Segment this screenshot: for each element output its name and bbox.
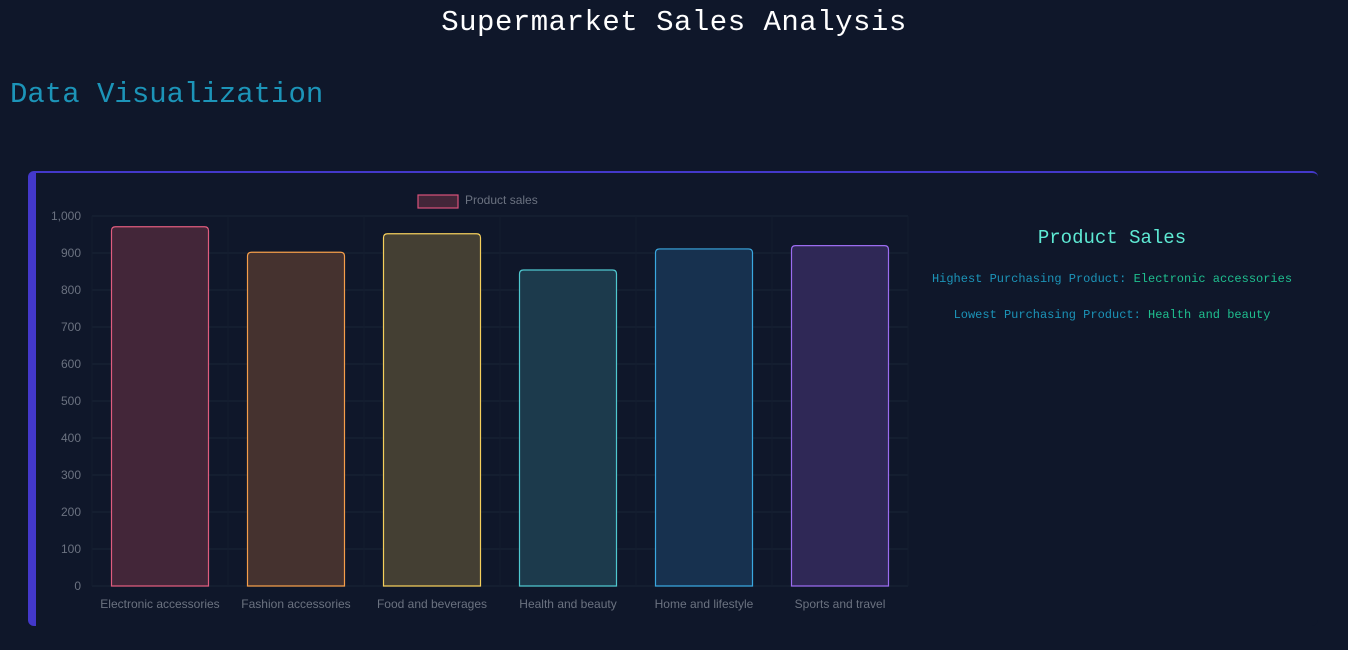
x-tick-label: Health and beauty bbox=[519, 597, 616, 611]
y-tick-label: 1,000 bbox=[51, 209, 81, 223]
x-tick-label: Electronic accessories bbox=[100, 597, 219, 611]
bar-fashion-accessories[interactable] bbox=[246, 251, 346, 587]
legend-label[interactable]: Product sales bbox=[465, 193, 538, 207]
x-tick-label: Fashion accessories bbox=[241, 597, 350, 611]
legend: Product sales bbox=[417, 193, 538, 209]
highest-product-line: Highest Purchasing Product: Electronic a… bbox=[912, 272, 1312, 286]
section-title: Data Visualization bbox=[10, 78, 324, 111]
lowest-product-line: Lowest Purchasing Product: Health and be… bbox=[912, 308, 1312, 322]
y-tick-label: 400 bbox=[61, 431, 81, 445]
highest-product-value: Electronic accessories bbox=[1133, 272, 1293, 286]
y-tick-label: 0 bbox=[74, 579, 81, 593]
lowest-product-value: Health and beauty bbox=[1148, 308, 1271, 322]
y-tick-label: 200 bbox=[61, 505, 81, 519]
page-title: Supermarket Sales Analysis bbox=[441, 6, 907, 39]
grid-layer bbox=[91, 215, 909, 587]
y-tick-label: 700 bbox=[61, 320, 81, 334]
product-sales-summary: Product Sales Highest Purchasing Product… bbox=[912, 226, 1312, 344]
bar-electronic-accessories[interactable] bbox=[110, 226, 210, 587]
bar-food-and-beverages[interactable] bbox=[382, 233, 482, 587]
y-tick-label: 100 bbox=[61, 542, 81, 556]
y-tick-label: 300 bbox=[61, 468, 81, 482]
highest-product-label: Highest Purchasing Product: bbox=[931, 272, 1134, 286]
summary-title: Product Sales bbox=[1037, 227, 1187, 249]
y-tick-label: 800 bbox=[61, 283, 81, 297]
x-tick-label: Food and beverages bbox=[377, 597, 487, 611]
lowest-product-label: Lowest Purchasing Product: bbox=[953, 308, 1148, 322]
x-tick-label: Home and lifestyle bbox=[655, 597, 754, 611]
label-layer: 0 100 200 300 400 500 600 700 800 900 1,000 Electro… bbox=[51, 209, 885, 611]
y-tick-label: 600 bbox=[61, 357, 81, 371]
bar-layer bbox=[110, 226, 890, 587]
bar-sports-and-travel[interactable] bbox=[790, 245, 890, 587]
y-tick-label: 500 bbox=[61, 394, 81, 408]
x-tick-label: Sports and travel bbox=[795, 597, 886, 611]
legend-swatch[interactable] bbox=[417, 194, 459, 209]
bar-health-and-beauty[interactable] bbox=[518, 269, 618, 587]
y-tick-label: 900 bbox=[61, 246, 81, 260]
bar-home-and-lifestyle[interactable] bbox=[654, 248, 754, 587]
